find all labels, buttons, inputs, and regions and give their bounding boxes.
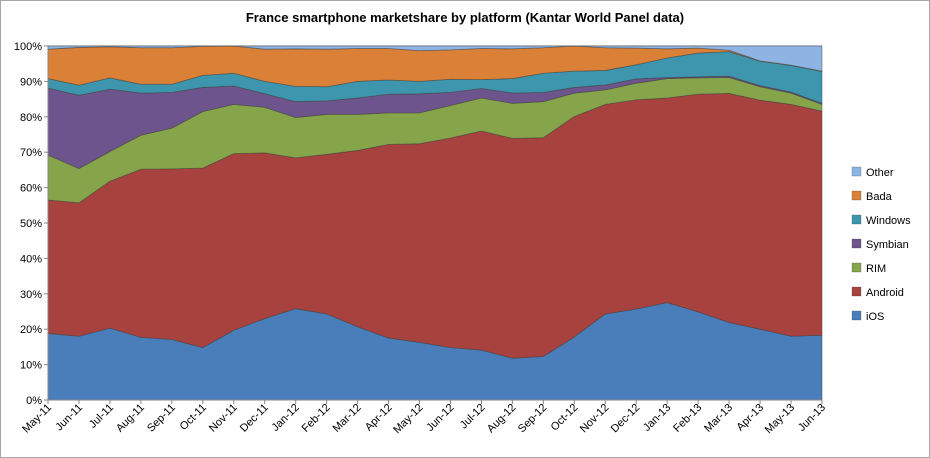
area-series-other bbox=[47, 45, 823, 72]
y-tick-label: 0% bbox=[26, 395, 42, 407]
y-tick-label: 30% bbox=[20, 289, 42, 301]
legend-swatch-windows bbox=[851, 214, 862, 225]
x-tick-label: May-12 bbox=[391, 402, 425, 436]
x-tick-label: Jun-11 bbox=[53, 402, 85, 434]
x-tick-label: Dec-12 bbox=[609, 402, 643, 436]
x-tick-label: Jul-12 bbox=[458, 402, 488, 432]
legend-swatch-bada bbox=[851, 190, 862, 201]
x-tick-label: Jan-12 bbox=[270, 402, 302, 434]
y-tick-label: 40% bbox=[20, 253, 42, 265]
x-tick-label: Aug-11 bbox=[114, 402, 147, 435]
legend-label-bada: Bada bbox=[866, 191, 893, 203]
x-tick-label: Oct-12 bbox=[549, 402, 581, 434]
x-tick-label: Feb-13 bbox=[671, 402, 704, 435]
legend: Other Bada Windows Symbian RIM Android iOS bbox=[851, 166, 911, 323]
x-tick-label: Jul-11 bbox=[87, 402, 116, 431]
y-tick-label: 50% bbox=[20, 218, 42, 230]
x-tick-label: Oct-11 bbox=[178, 402, 209, 433]
legend-swatch-android bbox=[851, 286, 862, 297]
legend-label-rim: RIM bbox=[866, 263, 886, 275]
legend-label-ios: iOS bbox=[866, 311, 884, 323]
x-tick-label: Jun-12 bbox=[424, 402, 456, 434]
y-tick-label: 80% bbox=[20, 112, 42, 124]
x-tick-label: Sep-12 bbox=[516, 402, 550, 436]
y-tick-label: 100% bbox=[14, 41, 42, 53]
x-tick-label: Aug-12 bbox=[485, 402, 519, 436]
x-tick-label: Sep-11 bbox=[145, 402, 178, 435]
x-tick-label: Jun-13 bbox=[796, 402, 828, 434]
x-tick-label: Nov-12 bbox=[578, 402, 612, 436]
y-tick-label: 10% bbox=[20, 360, 42, 372]
x-tick-label: Apr-12 bbox=[363, 402, 395, 434]
area-series-layer bbox=[47, 45, 823, 401]
x-tick-label: May-13 bbox=[763, 402, 797, 436]
y-tick-label: 60% bbox=[20, 183, 42, 195]
y-tick-label: 70% bbox=[20, 147, 42, 159]
legend-swatch-symbian bbox=[851, 238, 862, 249]
x-tick-label: Apr-13 bbox=[734, 402, 766, 434]
chart-title: France smartphone marketshare by platfor… bbox=[245, 10, 685, 25]
y-tick-label: 90% bbox=[20, 76, 42, 88]
x-tick-label: Mar-12 bbox=[331, 402, 364, 435]
legend-label-other: Other bbox=[866, 167, 894, 179]
x-tick-label: Jan-13 bbox=[641, 402, 673, 434]
legend-label-android: Android bbox=[866, 287, 904, 299]
x-tick-label: Feb-12 bbox=[300, 402, 333, 435]
y-tick-label: 20% bbox=[20, 324, 42, 336]
legend-swatch-other bbox=[851, 166, 862, 177]
x-tick-label: Dec-11 bbox=[238, 402, 271, 435]
legend-label-windows: Windows bbox=[866, 215, 911, 227]
legend-swatch-rim bbox=[851, 262, 862, 273]
legend-label-symbian: Symbian bbox=[866, 239, 909, 251]
x-tick-label: Mar-13 bbox=[702, 402, 735, 435]
x-tick-label: Nov-11 bbox=[207, 402, 240, 435]
legend-swatch-ios bbox=[851, 310, 862, 321]
